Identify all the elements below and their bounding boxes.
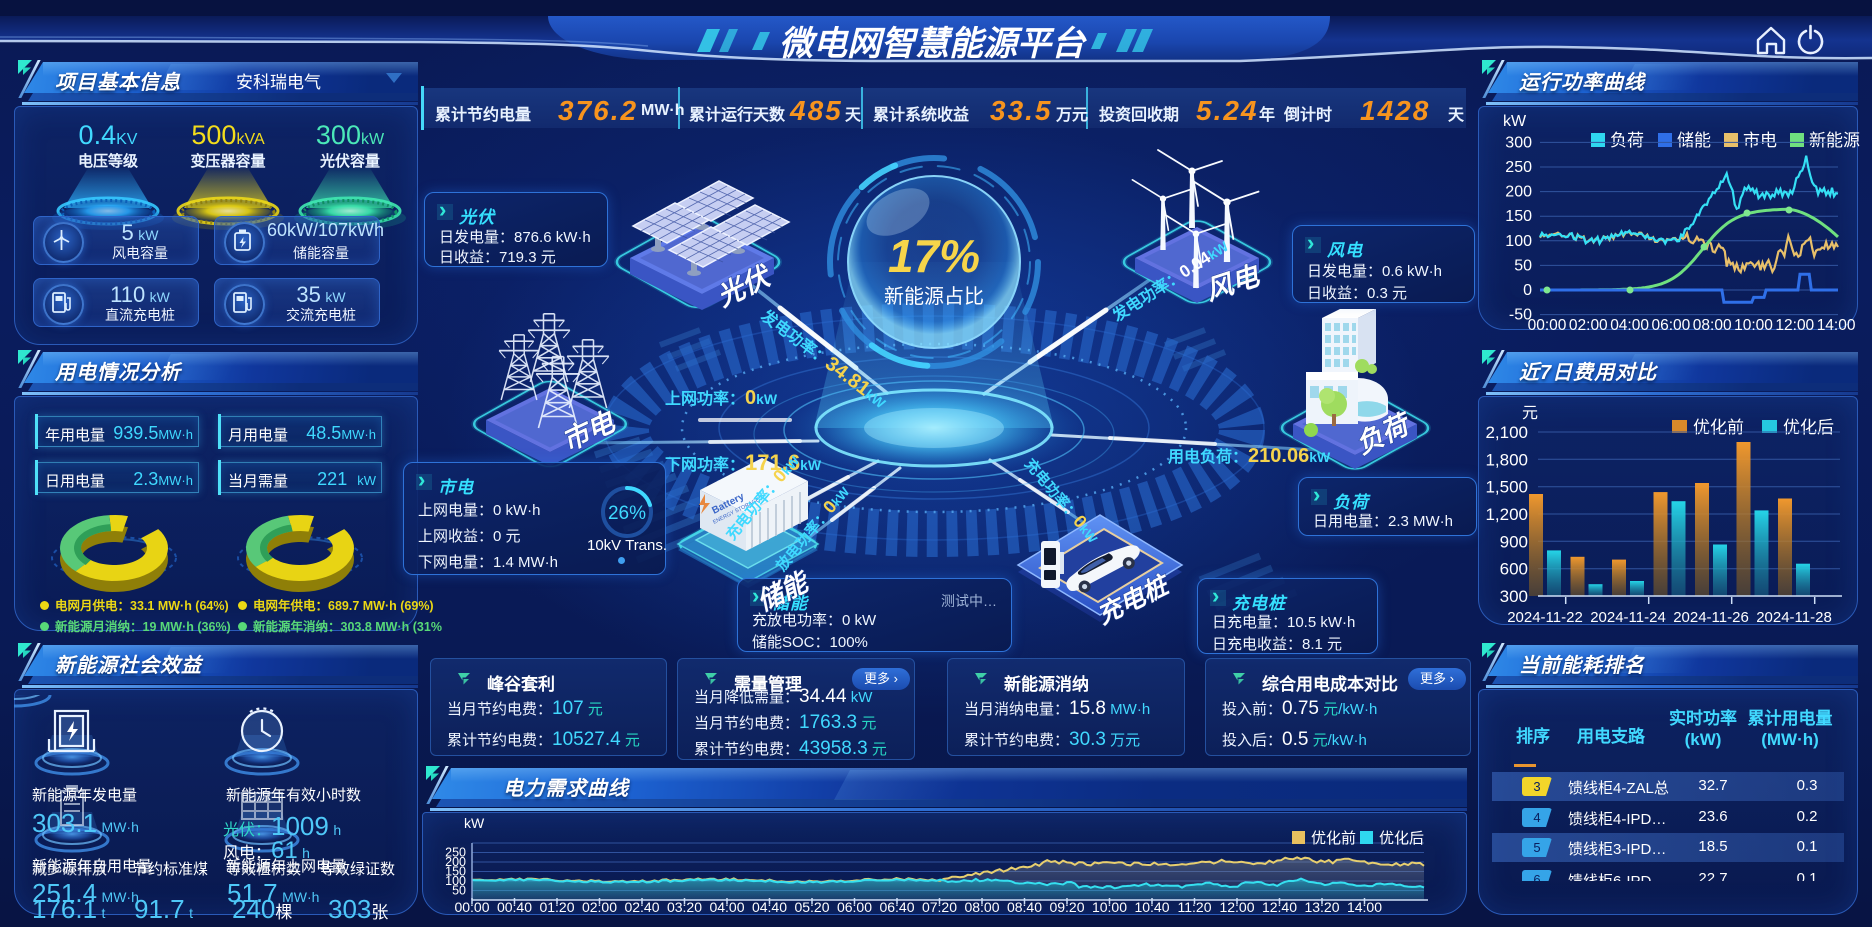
svg-text:05:20: 05:20 bbox=[794, 899, 829, 915]
svg-text:06:40: 06:40 bbox=[879, 899, 914, 915]
svg-text:优化前: 优化前 bbox=[1311, 830, 1356, 847]
svg-text:2,100: 2,100 bbox=[1485, 423, 1528, 442]
svg-text:优化后: 优化后 bbox=[1379, 830, 1424, 847]
svg-text:14:00: 14:00 bbox=[1347, 899, 1382, 915]
svg-text:26%: 26% bbox=[608, 503, 646, 524]
svg-text:11:20: 11:20 bbox=[1178, 899, 1212, 915]
svg-text:300: 300 bbox=[1500, 587, 1528, 606]
svg-text:09:20: 09:20 bbox=[1049, 899, 1084, 915]
svg-text:用电负荷：210.06kW: 用电负荷：210.06kW bbox=[1168, 445, 1331, 467]
svg-text:00:40: 00:40 bbox=[497, 899, 532, 915]
svg-text:00:00: 00:00 bbox=[1528, 317, 1567, 334]
svg-text:02:00: 02:00 bbox=[582, 899, 617, 915]
svg-text:kW: kW bbox=[1503, 113, 1527, 130]
svg-text:kW: kW bbox=[464, 815, 485, 831]
svg-text:08:00: 08:00 bbox=[1693, 317, 1732, 334]
svg-text:10:00: 10:00 bbox=[1092, 899, 1127, 915]
svg-text:250: 250 bbox=[445, 846, 466, 860]
svg-text:2024-11-28: 2024-11-28 bbox=[1756, 609, 1832, 626]
svg-text:08:40: 08:40 bbox=[1007, 899, 1042, 915]
svg-text:50: 50 bbox=[1514, 257, 1532, 274]
svg-text:17%: 17% bbox=[888, 230, 980, 282]
svg-text:元: 元 bbox=[1522, 405, 1538, 422]
svg-text:200: 200 bbox=[1505, 184, 1532, 201]
svg-text:01:20: 01:20 bbox=[539, 899, 574, 915]
svg-text:04:00: 04:00 bbox=[709, 899, 744, 915]
svg-text:-50: -50 bbox=[1509, 307, 1532, 324]
svg-text:微电网智慧能源平台: 微电网智慧能源平台 bbox=[779, 25, 1087, 63]
svg-text:04:40: 04:40 bbox=[752, 899, 787, 915]
svg-text:市电: 市电 bbox=[1743, 131, 1777, 150]
svg-text:2024-11-22: 2024-11-22 bbox=[1507, 609, 1583, 626]
svg-text:900: 900 bbox=[1500, 532, 1528, 551]
svg-text:2024-11-26: 2024-11-26 bbox=[1673, 609, 1749, 626]
svg-text:1,800: 1,800 bbox=[1485, 450, 1528, 469]
svg-text:100: 100 bbox=[445, 874, 466, 888]
svg-text:1,500: 1,500 bbox=[1485, 478, 1528, 497]
svg-text:06:00: 06:00 bbox=[837, 899, 872, 915]
svg-text:00:00: 00:00 bbox=[454, 899, 489, 915]
svg-text:新能源: 新能源 bbox=[1809, 131, 1860, 150]
svg-text:50: 50 bbox=[452, 884, 466, 898]
svg-text:600: 600 bbox=[1500, 560, 1528, 579]
svg-text:04:00: 04:00 bbox=[1610, 317, 1649, 334]
svg-text:10:40: 10:40 bbox=[1134, 899, 1169, 915]
svg-text:优化后: 优化后 bbox=[1783, 418, 1834, 437]
svg-text:02:00: 02:00 bbox=[1569, 317, 1608, 334]
svg-text:150: 150 bbox=[1505, 208, 1532, 225]
svg-text:06:00: 06:00 bbox=[1652, 317, 1691, 334]
svg-text:300: 300 bbox=[1505, 134, 1532, 151]
svg-text:12:00: 12:00 bbox=[1219, 899, 1254, 915]
svg-text:储能: 储能 bbox=[1677, 131, 1711, 150]
svg-text:200: 200 bbox=[445, 855, 466, 869]
svg-text:07:20: 07:20 bbox=[922, 899, 957, 915]
svg-text:新能源占比: 新能源占比 bbox=[884, 285, 984, 308]
svg-text:上网功率：0kW: 上网功率：0kW bbox=[665, 387, 778, 409]
svg-text:150: 150 bbox=[445, 865, 466, 879]
svg-text:2024-11-24: 2024-11-24 bbox=[1590, 609, 1666, 626]
svg-text:14:00: 14:00 bbox=[1817, 317, 1856, 334]
svg-text:优化前: 优化前 bbox=[1693, 418, 1744, 437]
svg-text:0: 0 bbox=[1523, 282, 1532, 299]
svg-text:100: 100 bbox=[1505, 233, 1532, 250]
svg-text:08:00: 08:00 bbox=[964, 899, 999, 915]
svg-text:12:00: 12:00 bbox=[1775, 317, 1814, 334]
svg-text:250: 250 bbox=[1505, 159, 1532, 176]
svg-text:12:40: 12:40 bbox=[1262, 899, 1297, 915]
svg-text:10:00: 10:00 bbox=[1734, 317, 1773, 334]
svg-text:13:20: 13:20 bbox=[1304, 899, 1339, 915]
svg-text:1,200: 1,200 bbox=[1485, 505, 1528, 524]
svg-text:02:40: 02:40 bbox=[624, 899, 659, 915]
svg-text:负荷: 负荷 bbox=[1610, 131, 1644, 150]
svg-text:03:20: 03:20 bbox=[667, 899, 702, 915]
